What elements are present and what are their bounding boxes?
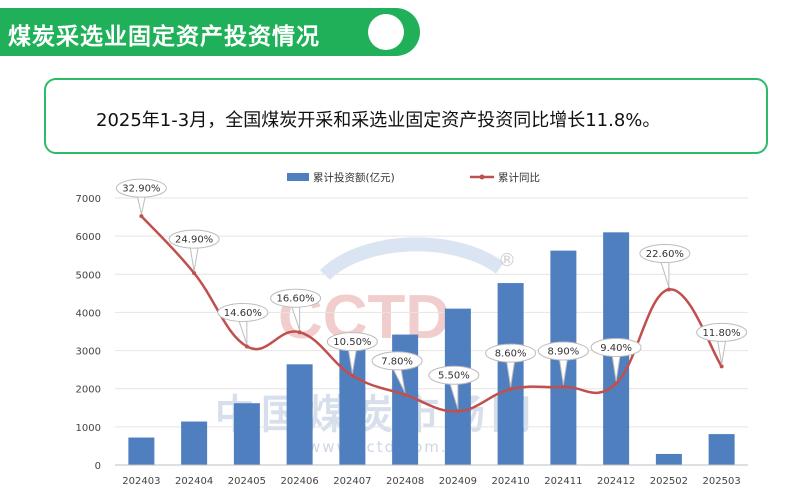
- data-labels: 32.90% 24.90% 14.60% 16.60% 10.50% 7.80% 5.50%…: [115, 178, 748, 410]
- bar-202404: [181, 421, 208, 465]
- data-label-text: 8.60%: [495, 349, 527, 360]
- x-tick-label: 202411: [544, 476, 582, 487]
- line-series: [139, 214, 724, 414]
- callout-bubble: [537, 341, 589, 361]
- bar-202405: [233, 403, 260, 465]
- yoy-point-202405: [244, 344, 249, 349]
- y-tick-label: 3000: [76, 347, 101, 358]
- callout-pointer: [189, 246, 199, 272]
- x-tick-label: 202404: [175, 476, 213, 487]
- data-label-text: 14.60%: [224, 308, 262, 319]
- callout-pointer: [136, 195, 146, 215]
- yoy-point-202407: [350, 373, 355, 378]
- bar-202406: [286, 364, 313, 465]
- y-tick-label: 7000: [76, 194, 101, 205]
- yoy-point-202502: [666, 287, 671, 292]
- page-title: 煤炭采选业固定资产投资情况: [8, 24, 320, 50]
- data-label-text: 24.90%: [175, 235, 213, 246]
- callout-bubble: [639, 243, 691, 263]
- callout-bubble: [326, 332, 378, 352]
- yoy-point-202410: [508, 387, 513, 392]
- data-label-callout: 16.60%: [270, 288, 322, 331]
- yoy-point-202408: [403, 392, 408, 397]
- callout-bubble: [590, 337, 642, 357]
- yoy-line: [140, 215, 723, 413]
- y-tick-label: 4000: [76, 308, 101, 319]
- x-tick-label: 202403: [122, 476, 160, 487]
- data-label-callout: 14.60%: [217, 302, 269, 345]
- y-tick-label: 6000: [76, 232, 101, 243]
- bar-202502: [655, 453, 682, 465]
- bar-202403: [128, 437, 155, 465]
- gridlines: [115, 197, 748, 428]
- data-label-text: 10.50%: [333, 337, 371, 348]
- data-label-text: 22.60%: [646, 249, 684, 260]
- data-label-text: 8.90%: [547, 347, 579, 358]
- data-label-callout: 10.50%: [326, 332, 378, 374]
- header-bar: 煤炭采选业固定资产投资情况: [0, 8, 420, 56]
- y-tick-label: 2000: [76, 385, 101, 396]
- x-tick-label: 202407: [333, 476, 371, 487]
- summary-text: 2025年1-3月，全国煤炭开采和采选业固定资产投资同比增长11.8%。: [96, 110, 661, 131]
- yoy-point-202409: [455, 409, 460, 414]
- data-label-callout: 5.50%: [428, 365, 480, 410]
- data-label-callout: 8.90%: [537, 341, 589, 386]
- yoy-point-202404: [192, 271, 197, 276]
- yoy-point-202403: [139, 214, 144, 219]
- legend-bar-label: 累计投资额(亿元): [313, 171, 395, 184]
- data-label-callout: 11.80%: [696, 322, 748, 365]
- data-label-callout: 7.80%: [371, 351, 423, 394]
- callout-bubble: [168, 229, 220, 249]
- yoy-point-202503: [719, 364, 724, 369]
- watermark-arc-icon: [320, 237, 505, 281]
- x-tick-label: 202409: [439, 476, 477, 487]
- data-label-callout: 8.60%: [485, 343, 537, 388]
- y-tick-label: 5000: [76, 270, 101, 281]
- legend: 累计投资额(亿元) 累计同比: [287, 171, 540, 184]
- data-label-text: 9.40%: [600, 343, 632, 354]
- y-tick-label: 1000: [76, 423, 101, 434]
- data-label-callout: 24.90%: [168, 229, 220, 272]
- data-label-callout: 9.40%: [590, 337, 642, 382]
- x-tick-label: 202408: [386, 476, 424, 487]
- yoy-point-202412: [614, 381, 619, 386]
- watermark-cn-name: 中国煤炭市场网: [215, 392, 537, 438]
- data-label-text: 16.60%: [277, 294, 315, 305]
- legend-bar-swatch: [287, 173, 309, 181]
- y-axis: 0 1000 2000 3000 4000 5000 6000 7000: [76, 194, 101, 472]
- x-tick-label: 202410: [492, 476, 530, 487]
- callout-bubble: [217, 302, 269, 322]
- callout-bubble: [696, 322, 748, 342]
- callout-bubble: [371, 351, 423, 371]
- yoy-point-202406: [297, 330, 302, 335]
- y-tick-label: 0: [95, 461, 101, 472]
- summary-box: 2025年1-3月，全国煤炭开采和采选业固定资产投资同比增长11.8%。: [44, 78, 768, 154]
- bar-202503: [708, 434, 735, 465]
- x-tick-label: 202405: [228, 476, 266, 487]
- callout-bubble: [485, 343, 537, 363]
- circle-decoration-icon: [368, 14, 404, 50]
- data-label-text: 11.80%: [703, 328, 741, 339]
- x-axis: 202403 202404 202405 202406 202407 202408 2024…: [115, 464, 748, 487]
- legend-line-marker: [479, 174, 485, 180]
- data-label-callout: 22.60%: [639, 243, 691, 288]
- yoy-point-202411: [561, 385, 566, 390]
- callout-bubble: [270, 288, 322, 308]
- data-label-text: 32.90%: [122, 184, 160, 195]
- data-label-text: 5.50%: [438, 371, 470, 382]
- data-label-text: 7.80%: [381, 356, 413, 367]
- x-tick-label: 202502: [650, 476, 688, 487]
- callout-bubble: [115, 178, 167, 198]
- x-tick-label: 202412: [597, 476, 635, 487]
- callout-bubble: [428, 365, 480, 385]
- x-tick-label: 202503: [703, 476, 741, 487]
- watermark-registered-mark: ®: [498, 250, 516, 271]
- legend-line-label: 累计同比: [498, 171, 540, 184]
- combo-chart: CCTD ® 中国煤炭市场网 www.cctd.com.cn 累计投资额(亿元)…: [76, 171, 748, 487]
- data-label-callout: 32.90%: [115, 178, 167, 215]
- x-tick-label: 202406: [281, 476, 319, 487]
